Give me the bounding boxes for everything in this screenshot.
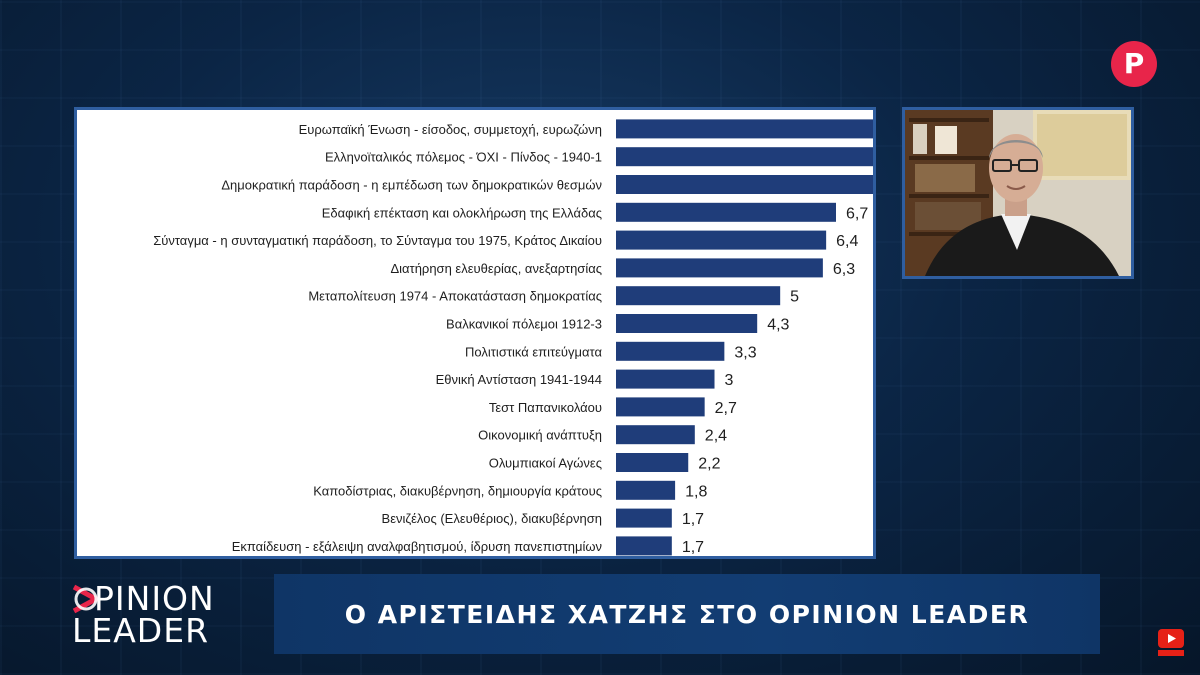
brand-line-2: LEADER (72, 611, 210, 650)
bar (616, 369, 715, 389)
category-label: Εκπαίδευση - εξάλειψη αναλφαβητισμού, ίδ… (232, 539, 602, 554)
chart-panel: Ευρωπαϊκή Ένωση - είσοδος, συμμετοχή, ευ… (74, 107, 876, 559)
value-label: 4,3 (767, 317, 789, 334)
brand-arrow-icon (72, 584, 98, 614)
value-label: 6,4 (836, 233, 858, 250)
opinion-leader-logo: PINION LEADER (72, 578, 262, 648)
guest-video-feed (902, 107, 1134, 279)
category-label: Ελληνοϊταλικός πόλεμος - ΌΧΙ - Πίνδος - … (325, 150, 602, 165)
value-label: 1,8 (685, 483, 707, 500)
category-label: Διατήρηση ελευθερίας, ανεξαρτησίας (390, 261, 602, 276)
lower-third-text: Ο ΑΡΙΣΤΕΙΔΗΣ ΧΑΤΖΗΣ ΣΤΟ OPINION LEADER (344, 599, 1030, 629)
bar (616, 397, 705, 417)
bar (616, 175, 873, 194)
value-label: 2,7 (715, 400, 737, 417)
brand-line-1: PINION (94, 579, 215, 618)
bar (616, 508, 672, 528)
bar (616, 425, 695, 445)
category-label: Οικονομική ανάπτυξη (478, 428, 602, 443)
value-label: 5 (790, 289, 799, 306)
category-label: Μεταπολίτευση 1974 - Αποκατάσταση δημοκρ… (308, 289, 602, 304)
category-label: Καποδίστριας, διακυβέρνηση, δημιουργία κ… (313, 483, 602, 498)
bar (616, 147, 873, 167)
bar (616, 341, 725, 361)
bar (616, 536, 672, 556)
youtube-subscribe-icon[interactable] (1157, 628, 1185, 658)
bar (616, 286, 781, 306)
value-label: 2,4 (705, 428, 727, 445)
value-label: 6,3 (833, 261, 855, 278)
category-label: Βαλκανικοί πόλεμοι 1912-3 (446, 317, 602, 332)
value-label: 6,7 (846, 205, 868, 222)
lower-third-banner: Ο ΑΡΙΣΤΕΙΔΗΣ ΧΑΤΖΗΣ ΣΤΟ OPINION LEADER (274, 574, 1100, 654)
value-label: 3 (725, 372, 734, 389)
bar (616, 453, 689, 472)
category-label: Εθνική Αντίσταση 1941-1944 (436, 372, 602, 387)
value-label: 1,7 (682, 539, 704, 556)
category-label: Βενιζέλος (Ελευθέριος), διακυβέρνηση (382, 511, 602, 526)
bar (616, 258, 823, 278)
bar (616, 480, 676, 500)
category-label: Σύνταγμα - η συνταγματική παράδοση, το Σ… (153, 233, 602, 248)
value-label: 2,2 (698, 456, 720, 473)
category-label: Πολιτιστικά επιτεύγματα (465, 344, 602, 359)
bar (616, 314, 758, 333)
bar-chart: Ευρωπαϊκή Ένωση - είσοδος, συμμετοχή, ευ… (153, 119, 873, 556)
value-label: 3,3 (734, 344, 756, 361)
channel-logo-icon[interactable]: P (1111, 41, 1157, 87)
category-label: Τεστ Παπανικολάου (489, 400, 602, 415)
category-label: Ολυμπιακοί Αγώνες (489, 456, 602, 471)
bar (616, 119, 873, 139)
guest-video-frame (905, 110, 1131, 276)
bar (616, 202, 836, 222)
value-label: 1,7 (682, 511, 704, 528)
bar (616, 230, 827, 250)
category-label: Εδαφική επέκταση και ολοκλήρωση της Ελλά… (322, 205, 602, 220)
category-label: Δημοκρατική παράδοση - η εμπέδωση των δη… (221, 178, 602, 193)
category-label: Ευρωπαϊκή Ένωση - είσοδος, συμμετοχή, ευ… (299, 122, 602, 137)
